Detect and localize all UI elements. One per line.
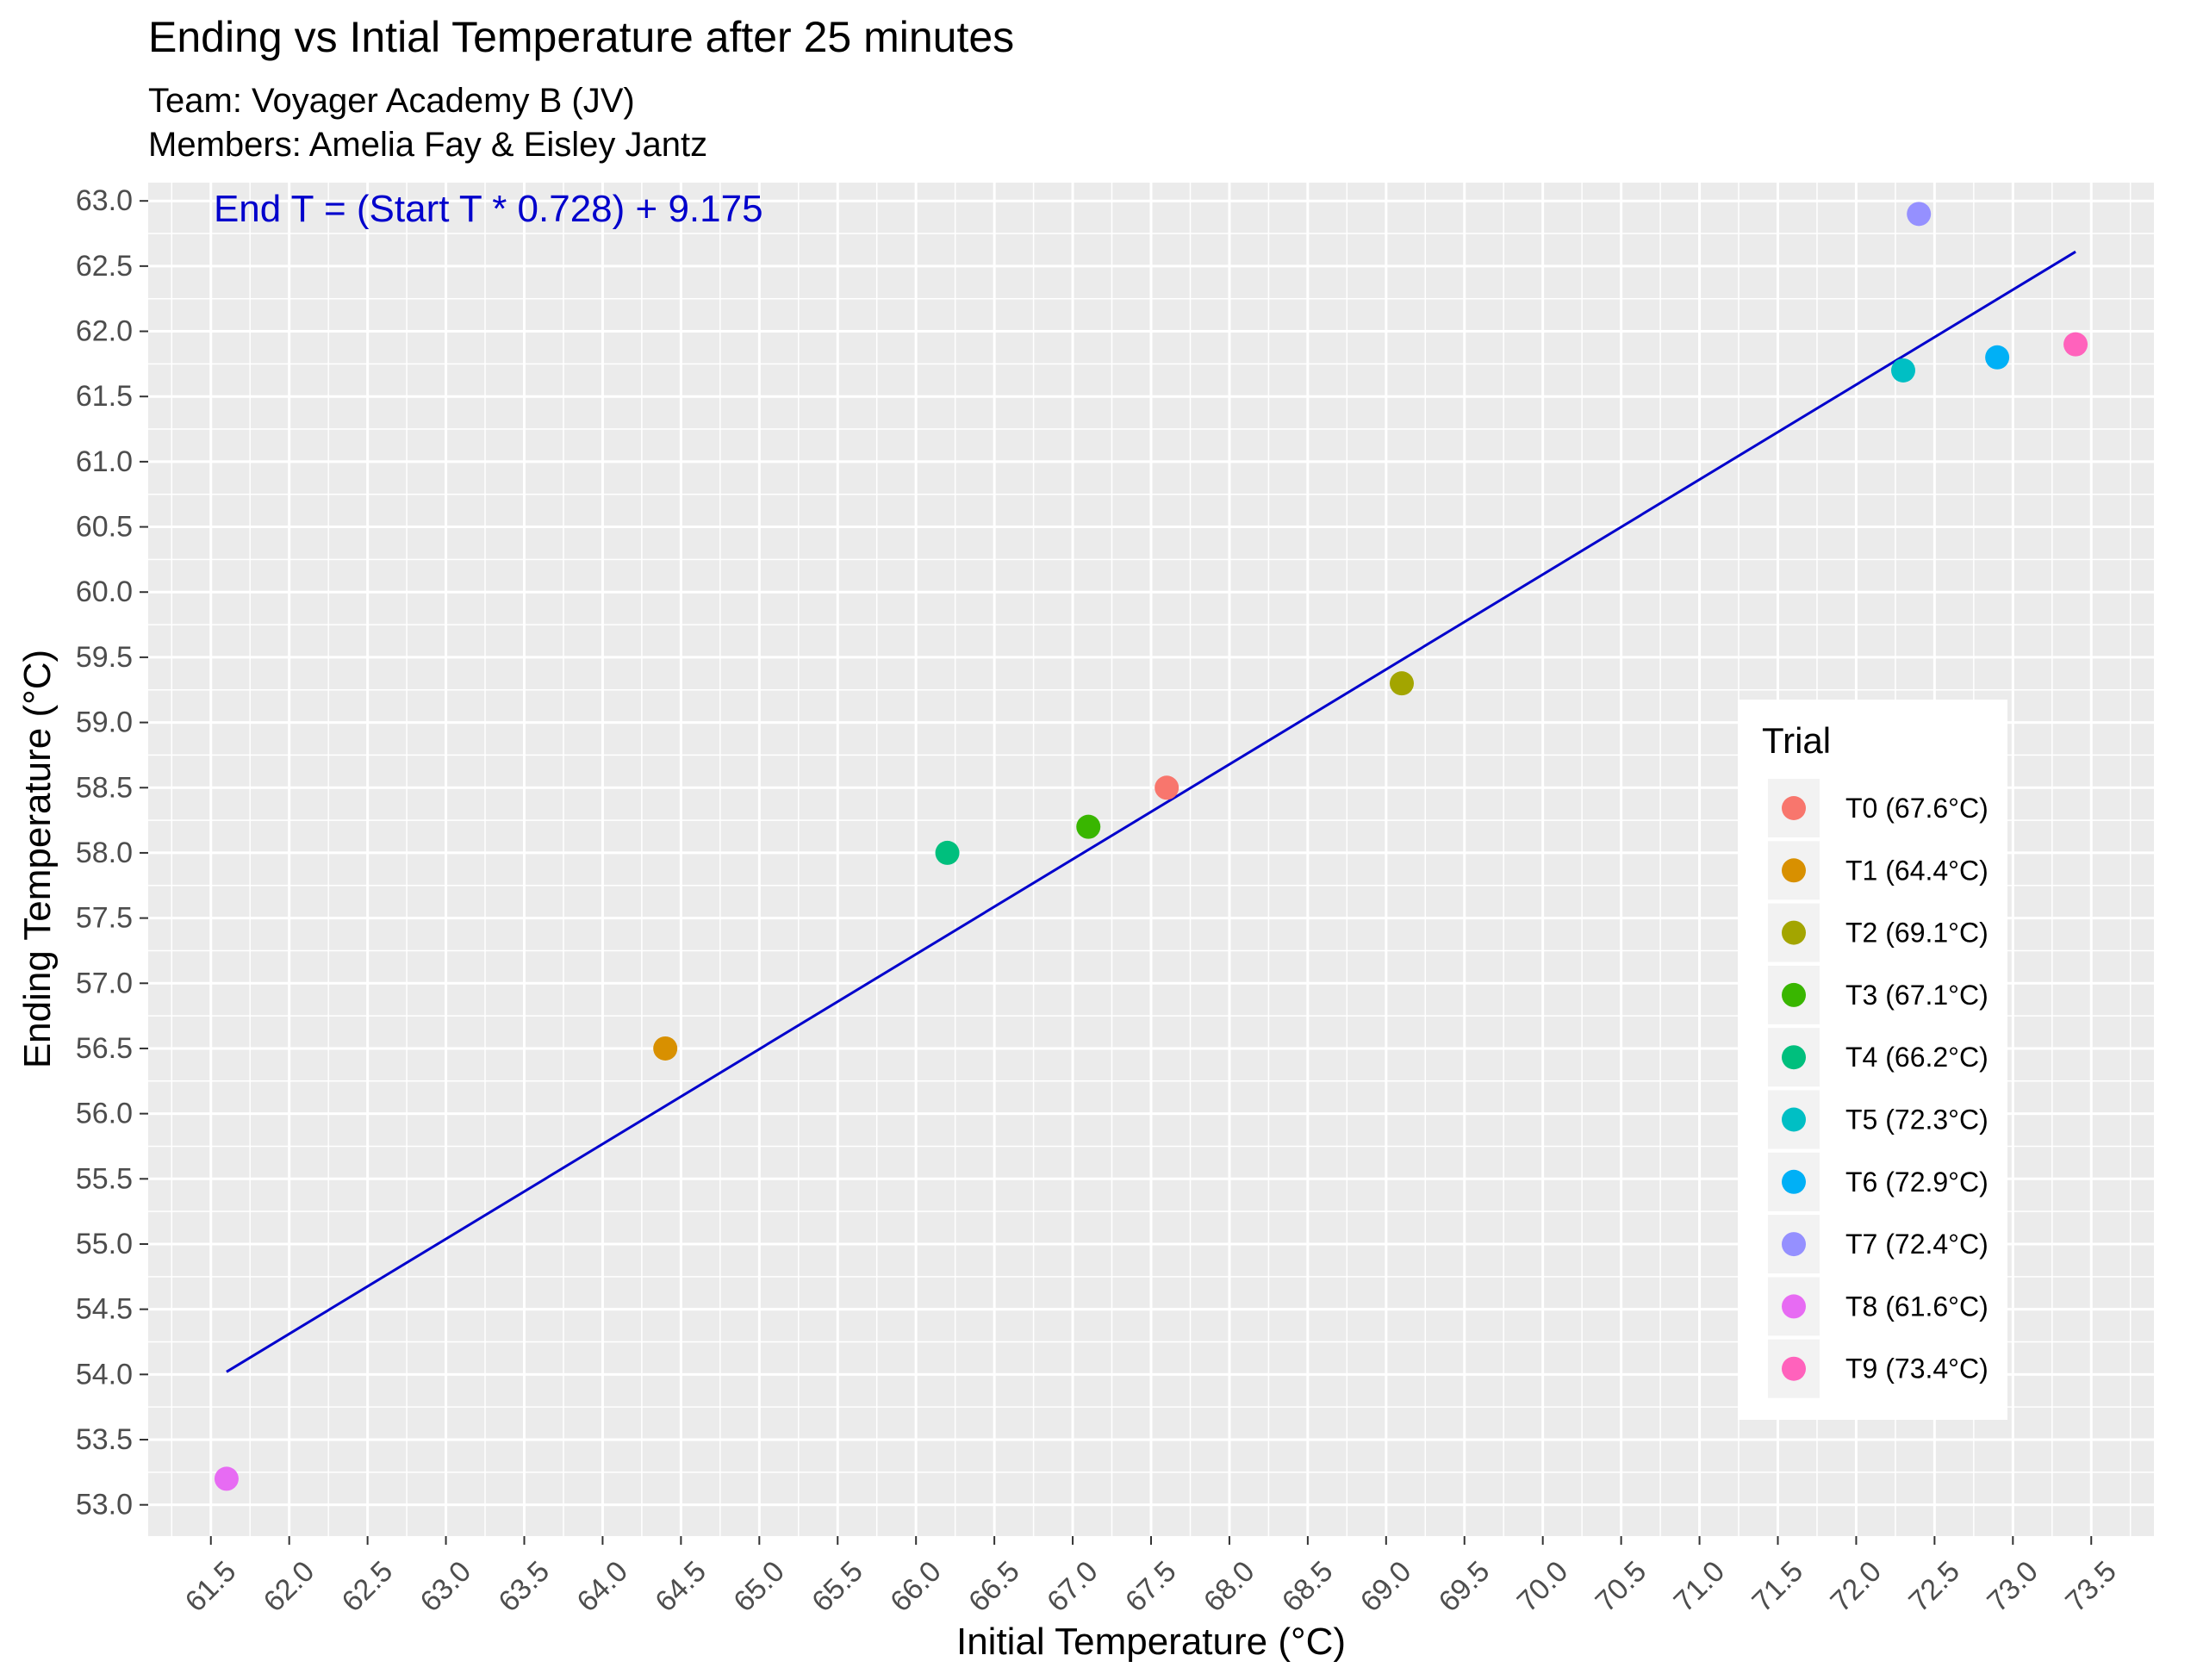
x-tick-label: 65.5 xyxy=(806,1555,869,1619)
data-point-0 xyxy=(1155,775,1179,800)
data-point-9 xyxy=(2063,332,2088,357)
y-tick-label: 60.5 xyxy=(76,511,133,544)
y-tick-label: 57.5 xyxy=(76,902,133,935)
x-tick-label: 64.5 xyxy=(649,1555,713,1619)
x-tick-label: 65.0 xyxy=(727,1555,791,1619)
legend-title: Trial xyxy=(1762,720,1831,761)
x-tick-label: 63.5 xyxy=(492,1555,556,1619)
data-point-2 xyxy=(1390,671,1414,696)
x-tick-label: 73.0 xyxy=(1981,1555,2045,1619)
x-tick-label: 68.0 xyxy=(1198,1555,1261,1619)
legend-key-9 xyxy=(1782,1356,1806,1381)
chart-title: Ending vs Intial Temperature after 25 mi… xyxy=(148,13,1014,61)
y-tick-label: 62.0 xyxy=(76,315,133,348)
y-tick-label: 61.0 xyxy=(76,445,133,478)
y-tick-label: 56.0 xyxy=(76,1098,133,1130)
data-point-8 xyxy=(214,1466,239,1491)
y-tick-label: 59.5 xyxy=(76,641,133,674)
legend-label-8: T8 (61.6°C) xyxy=(1845,1291,1989,1322)
legend-key-8 xyxy=(1782,1294,1806,1319)
y-tick-label: 63.0 xyxy=(76,184,133,217)
data-point-5 xyxy=(1891,358,1915,383)
legend-label-3: T3 (67.1°C) xyxy=(1845,980,1989,1011)
legend-label-7: T7 (72.4°C) xyxy=(1845,1229,1989,1260)
legend-label-9: T9 (73.4°C) xyxy=(1845,1353,1989,1384)
y-tick-label: 55.5 xyxy=(76,1162,133,1195)
x-tick-label: 69.5 xyxy=(1433,1555,1497,1619)
data-point-3 xyxy=(1076,814,1101,839)
legend-key-1 xyxy=(1782,858,1806,883)
data-point-7 xyxy=(1907,202,1932,227)
x-tick-label: 66.5 xyxy=(962,1555,1026,1619)
y-tick-label: 54.0 xyxy=(76,1358,133,1391)
x-tick-label: 72.0 xyxy=(1824,1555,1888,1619)
legend-label-6: T6 (72.9°C) xyxy=(1845,1167,1989,1198)
x-tick-label: 73.5 xyxy=(2059,1555,2123,1619)
legend-key-2 xyxy=(1782,920,1806,945)
y-tick-label: 61.5 xyxy=(76,380,133,413)
x-tick-label: 63.0 xyxy=(414,1555,478,1619)
legend-key-6 xyxy=(1782,1169,1806,1194)
x-tick-label: 67.0 xyxy=(1041,1555,1105,1619)
y-tick-label: 53.0 xyxy=(76,1489,133,1521)
chart-subtitle-team: Team: Voyager Academy B (JV) xyxy=(148,82,635,120)
x-tick-label: 66.0 xyxy=(884,1555,948,1619)
y-axis: 53.0 53.5 54.0 54.5 55.0 55.5 56.0 56.5 57.0 57.5… xyxy=(76,184,148,1521)
regression-equation: End T = (Start T * 0.728) + 9.175 xyxy=(214,188,763,230)
y-tick-label: 56.5 xyxy=(76,1032,133,1065)
legend-key-7 xyxy=(1782,1232,1806,1257)
x-axis-label: Initial Temperature (°C) xyxy=(956,1621,1346,1663)
legend-key-0 xyxy=(1782,796,1806,820)
y-tick-label: 59.0 xyxy=(76,706,133,739)
legend-label-5: T5 (72.3°C) xyxy=(1845,1104,1989,1136)
y-tick-label: 60.0 xyxy=(76,576,133,608)
y-tick-label: 53.5 xyxy=(76,1423,133,1456)
legend-key-4 xyxy=(1782,1045,1806,1070)
data-point-4 xyxy=(935,840,960,865)
y-axis-label: Ending Temperature (°C) xyxy=(16,650,59,1068)
y-tick-label: 57.0 xyxy=(76,967,133,999)
legend-label-0: T0 (67.6°C) xyxy=(1845,793,1989,824)
x-tick-label: 61.5 xyxy=(179,1555,243,1619)
x-tick-label: 71.0 xyxy=(1668,1555,1732,1619)
x-tick-label: 71.5 xyxy=(1746,1555,1809,1619)
x-axis: 61.5 62.0 62.5 63.0 63.5 64.0 64.5 65.0 65.5 66.0… xyxy=(179,1536,2123,1618)
chart-subtitle-members: Members: Amelia Fay & Eisley Jantz xyxy=(148,126,707,164)
x-tick-label: 70.0 xyxy=(1511,1555,1575,1619)
legend-label-2: T2 (69.1°C) xyxy=(1845,918,1989,949)
x-tick-label: 64.0 xyxy=(570,1555,634,1619)
y-tick-label: 55.0 xyxy=(76,1228,133,1260)
regression-line xyxy=(226,250,2076,1373)
x-tick-label: 72.5 xyxy=(1902,1555,1966,1619)
data-points xyxy=(214,202,2088,1491)
x-tick-label: 69.0 xyxy=(1354,1555,1418,1619)
y-tick-label: 58.0 xyxy=(76,837,133,869)
y-tick-label: 62.5 xyxy=(76,250,133,283)
data-point-1 xyxy=(653,1036,678,1061)
x-tick-label: 62.5 xyxy=(336,1555,400,1619)
legend-key-5 xyxy=(1782,1107,1806,1132)
y-tick-label: 54.5 xyxy=(76,1293,133,1326)
x-tick-label: 62.0 xyxy=(258,1555,321,1619)
legend-key-3 xyxy=(1782,982,1806,1007)
legend-label-1: T1 (64.4°C) xyxy=(1845,855,1989,886)
x-tick-label: 67.5 xyxy=(1119,1555,1183,1619)
x-tick-label: 68.5 xyxy=(1276,1555,1340,1619)
legend: Trial T0 (67.6°C) T1 (64.4°C) T2 (69.1°C) T… xyxy=(1738,700,2007,1420)
data-point-6 xyxy=(1985,345,2010,370)
y-tick-label: 58.5 xyxy=(76,771,133,804)
x-tick-label: 70.5 xyxy=(1590,1555,1653,1619)
legend-label-4: T4 (66.2°C) xyxy=(1845,1042,1989,1073)
